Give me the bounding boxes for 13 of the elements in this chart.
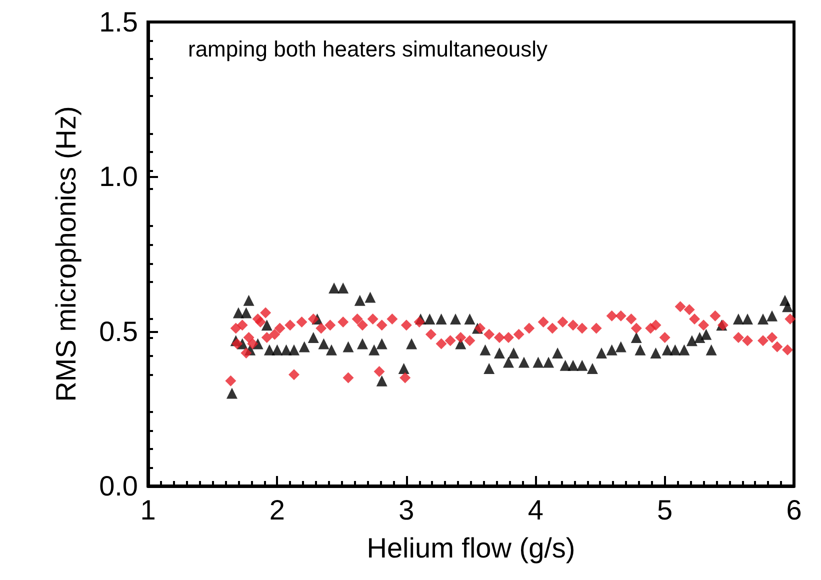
y-tick-label: 0.5 <box>99 316 138 347</box>
y-axis-title: RMS microphonics (Hz) <box>50 106 82 402</box>
x-tick-label: 3 <box>398 494 414 526</box>
x-tick-label: 5 <box>657 494 673 526</box>
x-tick-label: 4 <box>528 494 544 526</box>
y-tick-label: 1.5 <box>99 6 138 38</box>
x-tick-label: 2 <box>269 494 285 526</box>
x-tick-label: 1 <box>140 494 156 526</box>
x-axis-title: Helium flow (g/s) <box>366 532 576 564</box>
annotation: ramping both heaters simultaneously <box>188 36 548 62</box>
x-tick-label: 6 <box>786 494 802 526</box>
y-tick-label: 0.0 <box>99 470 138 502</box>
y-tick-label: 1.0 <box>99 161 138 192</box>
